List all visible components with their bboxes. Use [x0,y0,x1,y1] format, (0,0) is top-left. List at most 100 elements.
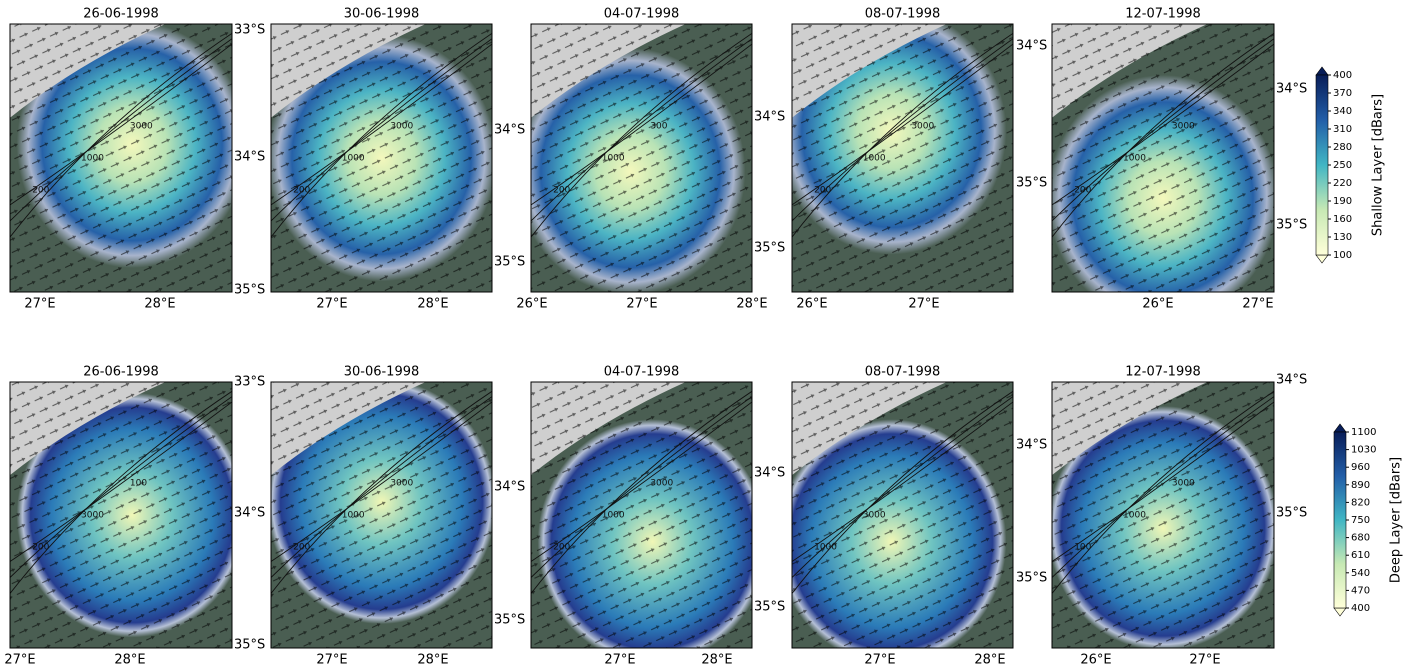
contour-label: 1000 [342,511,365,521]
velocity-arrows [271,382,492,648]
colorbar-tick-label: 820 [1351,497,1370,508]
map-content: 200 1000 3000 [267,379,497,648]
colorbar-tick-label: 370 [1333,88,1352,99]
lat-label: 34°S [1276,373,1307,388]
lat-label: 34°S [754,466,785,481]
lat-label: 35°S [1276,506,1307,521]
contour-label: 100 [1074,542,1091,552]
colorbar-tick-label: 340 [1333,106,1352,117]
lon-label: 27°E [864,653,895,668]
colorbar-tick-label: 960 [1351,462,1370,473]
panel-title: 26-06-1998 [83,7,159,22]
lon-label: 26°E [1142,297,1173,312]
contour-label: 200 [553,186,570,196]
lat-label: 34°S [494,480,525,495]
lon-label: 27°E [626,297,657,312]
contour-label: 200 [293,542,310,552]
colorbar-tick-label: 540 [1351,568,1370,579]
panel-title: 30-06-1998 [344,7,420,22]
lon-label: 27°E [4,653,35,668]
map-panel: 1001000300012-07-199826°E27°E34°S35°S [1048,365,1308,668]
contour-label: 200 [814,186,831,196]
colorbar-tick-label: 280 [1333,142,1352,153]
contour-label: 3000 [1172,479,1195,489]
colorbar-top [1334,424,1346,432]
map-content: 2001000300 [516,24,752,295]
lat-label: 35°S [1276,218,1307,233]
contour-label: 200 [553,542,570,552]
lon-label: 27°E [316,297,347,312]
contour-label: 3000 [1172,121,1195,131]
lat-label: 34°S [234,506,265,521]
panel-title: 08-07-1998 [865,7,941,22]
lat-label: 33°S [234,375,265,390]
velocity-arrows [10,24,232,292]
contour-label: 1000 [1123,511,1146,521]
colorbar-tick-label: 400 [1333,70,1352,81]
lat-label: 35°S [494,255,525,270]
lat-label: 35°S [1016,176,1047,191]
lat-label: 34°S [1016,39,1047,54]
colorbar-tick-label: 130 [1333,232,1352,243]
lon-label: 28°E [701,653,732,668]
contour-label: 3000 [390,479,413,489]
map-content: 20010003000 [777,8,1013,292]
contour-label: 3000 [863,511,886,521]
colorbar-bottom [1334,608,1346,616]
panel-title: 26-06-1998 [83,365,159,380]
contour-label: 3000 [81,511,104,521]
contour-label: 200 [293,186,310,196]
colorbar-tick-label: 190 [1333,196,1352,207]
lon-label: 28°E [114,653,145,668]
colorbar-tick-label: 750 [1351,515,1370,526]
figure: 200 1000 3000 26-06-1998 27°E 28°E 33°S 34°S 35°… [0,0,1406,668]
colorbar-tick-label: 470 [1351,585,1370,596]
colorbar-label: Shallow Layer [dBars] [1371,94,1386,236]
contour-label: 3000 [390,121,413,131]
contour-label: 3000 [911,121,934,131]
velocity-arrows [10,382,232,648]
lat-label: 35°S [1016,571,1047,586]
colorbar [1316,75,1328,255]
panel-title: 04-07-1998 [604,7,680,22]
lat-label: 34°S [494,123,525,138]
map-panel: 2001000300026-06-199827°E28°E33°S34°S35°… [10,7,265,312]
colorbar-tick-label: 250 [1333,160,1352,171]
map-panel: 2001000300030-06-199827°E28°E34°S35°S [267,365,526,668]
lat-label: 35°S [494,613,525,628]
map-content: 2003000100 [10,382,248,648]
contour-label: 3000 [130,121,153,131]
panel-title: 04-07-1998 [604,365,680,380]
contour-label: 1000 [342,154,365,164]
lon-label: 27°E [316,653,347,668]
colorbar [1334,432,1346,608]
contour-label: 1000 [602,511,625,521]
contour-label: 1000 [1123,154,1146,164]
lat-label: 35°S [754,600,785,615]
map-content: 20010003000 [1048,24,1279,321]
lat-label: 34°S [1276,82,1307,97]
lat-label: 34°S [234,150,265,165]
panel-title: 08-07-1998 [865,365,941,380]
velocity-arrows [271,24,492,292]
lat-label: 35°S [234,283,265,298]
contour-label: 1000 [814,542,837,552]
map-panel: 200 1000 3000 04-07-1998 27°E 28°E 34°S 35°S [531,365,785,668]
velocity-arrows [531,24,752,292]
velocity-arrows [1052,382,1274,648]
velocity-arrows [792,24,1013,292]
lon-label: 27°E [908,297,939,312]
contour-label: 3000 [650,479,673,489]
colorbar-tick-label: 680 [1351,533,1370,544]
lon-label: 27°E [1189,653,1220,668]
lat-label: 34°S [754,110,785,125]
colorbar-label: Deep Layer [dBars] [1389,457,1404,583]
lon-label: 27°E [604,653,635,668]
contour-label: 100 [130,479,147,489]
colorbar-tick-label: 1100 [1351,427,1376,438]
lon-label: 27°E [24,297,55,312]
